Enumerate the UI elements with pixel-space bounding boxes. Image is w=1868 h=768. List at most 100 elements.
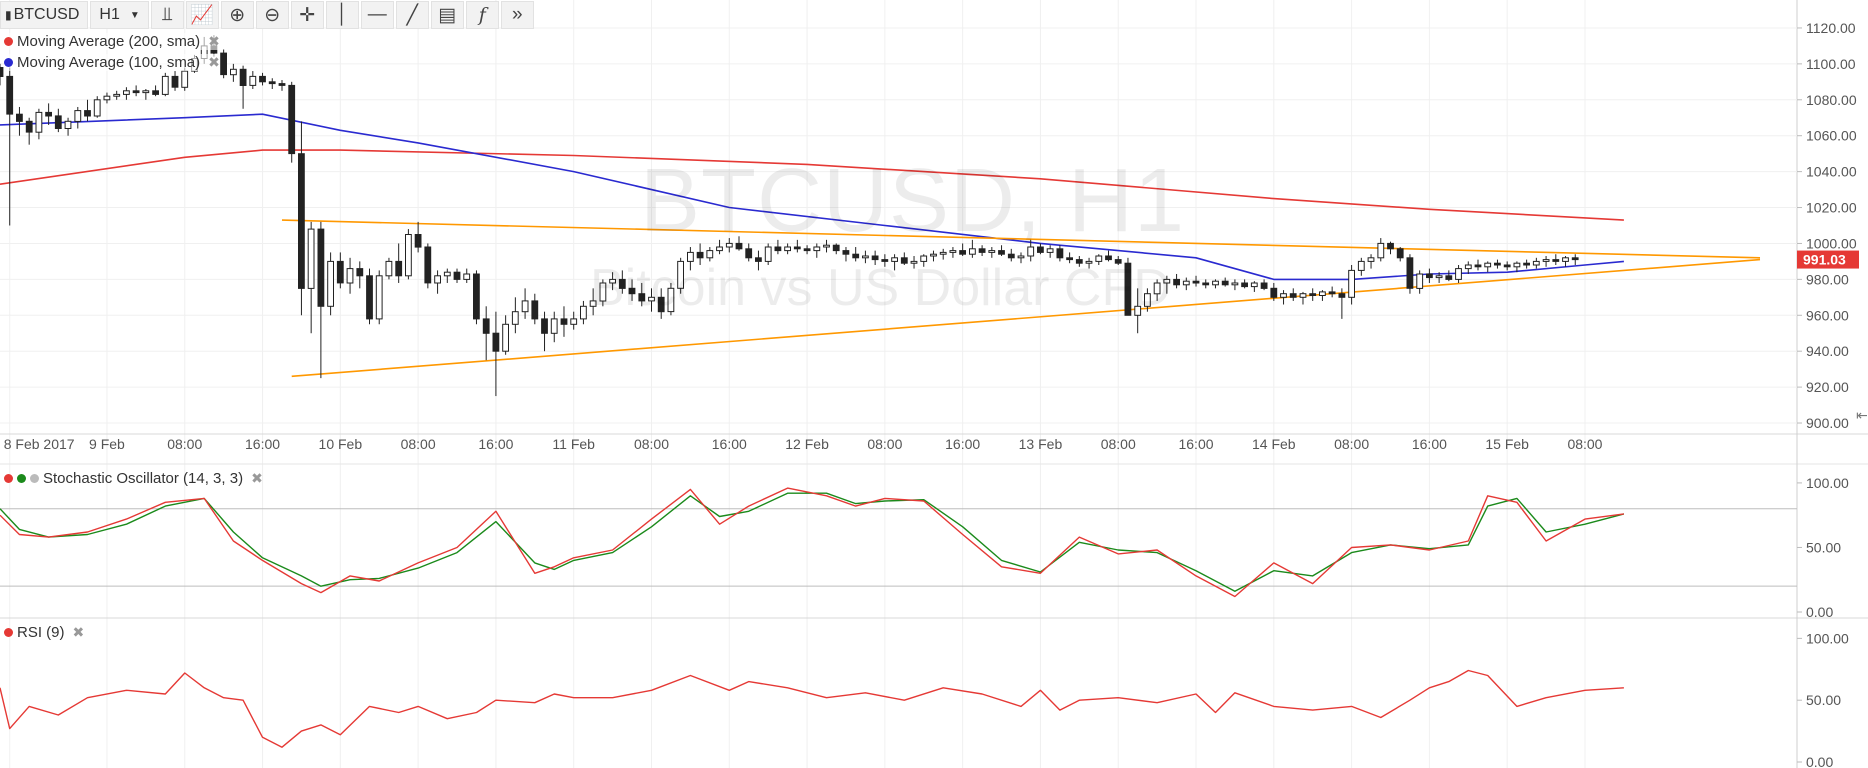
horizontal-line-icon[interactable]: — [360, 1, 394, 29]
candle-body [1280, 293, 1287, 298]
x-tick-label: 08:00 [867, 436, 902, 452]
candle-body [1416, 273, 1424, 289]
zoom-out-icon[interactable]: ⊖ [255, 1, 289, 29]
interval-selector[interactable]: H1 ▼ [90, 1, 149, 29]
more-icon[interactable]: » [500, 1, 534, 29]
candle-body [628, 287, 636, 295]
x-tick-label: 08:00 [634, 436, 669, 452]
candle-body [1562, 257, 1569, 262]
candle-body [793, 246, 801, 250]
candle-body [735, 242, 743, 250]
candle-body [1406, 257, 1414, 289]
candle-body [1095, 255, 1103, 262]
x-tick-label: 12 Feb [785, 436, 829, 452]
candle-body [1348, 269, 1355, 298]
candle-body [725, 242, 733, 248]
indicators-icon[interactable]: 📈 [185, 1, 219, 29]
candle-body [1464, 264, 1472, 270]
candle-body [1455, 268, 1462, 280]
candle-body [1163, 278, 1171, 284]
x-tick-label: 08:00 [1101, 436, 1136, 452]
fibonacci-icon[interactable]: ▤ [430, 1, 464, 29]
close-icon[interactable]: ✖ [251, 470, 263, 486]
trend-line-icon[interactable]: ╱ [395, 1, 429, 29]
crosshair-icon[interactable]: ✛ [290, 1, 324, 29]
candle-body [745, 248, 753, 259]
function-icon[interactable]: f [465, 1, 499, 29]
candle-body [959, 250, 967, 255]
symbol-selector[interactable]: ▮ BTCUSD [0, 1, 89, 29]
price-badge-label: 991.03 [1803, 252, 1846, 268]
candle-body [1007, 253, 1015, 259]
candle-body [1552, 259, 1560, 262]
stoch-pane-title[interactable]: Stochastic Oscillator (14, 3, 3) ✖ [4, 470, 263, 487]
candle-body [1484, 262, 1492, 268]
x-tick-label: 08:00 [401, 436, 436, 452]
stoch-k-line [0, 487, 1624, 598]
rsi-tick-label: 50.00 [1806, 692, 1841, 708]
triangle-trendline [281, 219, 1761, 259]
candle-body [414, 234, 422, 248]
candle-body [1542, 259, 1550, 262]
candle-body [1523, 262, 1530, 266]
candle-body [1046, 248, 1054, 253]
candle-body [0, 67, 4, 77]
y-tick-label: 1020.00 [1806, 200, 1857, 216]
candle-body [1299, 293, 1307, 298]
stoch-tick-label: 0.00 [1806, 604, 1833, 620]
x-tick-label: 16:00 [478, 436, 513, 452]
candle-body [64, 120, 72, 130]
candle-body [803, 248, 811, 252]
close-icon[interactable]: ✖ [72, 624, 85, 640]
candle-body [1494, 262, 1501, 266]
candle-body [1134, 305, 1142, 316]
candle-body [152, 90, 159, 95]
chart-toolbar: ▮ BTCUSD H1 ▼ ⫫ 📈 ⊕ ⊖ ✛ │ — ╱ ▤ f » [0, 0, 534, 30]
candle-body [45, 111, 53, 117]
candle-body [609, 278, 617, 284]
x-tick-label: 08:00 [1567, 436, 1602, 452]
zoom-in-icon[interactable]: ⊕ [220, 1, 254, 29]
stoch-tick-label: 100.00 [1806, 475, 1849, 491]
candle-body [142, 90, 150, 94]
candle-body [424, 246, 432, 284]
close-icon[interactable]: ✖ [208, 54, 220, 70]
x-tick-label: 08:00 [167, 436, 202, 452]
candle-body [327, 260, 335, 307]
candle-body [93, 99, 101, 117]
legend-ma100[interactable]: Moving Average (100, sma) ✖ [4, 54, 220, 71]
candle-body [434, 275, 442, 284]
price-badge-bg [1797, 250, 1859, 269]
candle-body [755, 257, 762, 262]
x-tick-label: 16:00 [245, 436, 280, 452]
candle-body [1027, 246, 1035, 257]
bar-type-icon[interactable]: ⫫ [150, 1, 184, 29]
y-tick-label: 1120.00 [1806, 20, 1856, 36]
grey-dot-icon [30, 474, 39, 483]
candle-body [1105, 255, 1112, 261]
candle-body [891, 257, 899, 262]
rsi-pane-title[interactable]: RSI (9) ✖ [4, 624, 84, 641]
y-tick-label: 900.00 [1806, 415, 1849, 431]
candle-body [356, 268, 364, 277]
candle-body [230, 68, 237, 76]
candle-body [161, 75, 169, 95]
y-tick-label: 1040.00 [1806, 164, 1857, 180]
candle-body [84, 110, 91, 117]
candle-body [336, 260, 344, 284]
candle-body [657, 296, 665, 313]
candle-body [1114, 259, 1122, 264]
candle-body [823, 244, 830, 248]
candle-body [871, 255, 879, 261]
y-tick-label: 1060.00 [1806, 128, 1857, 144]
candle-body [920, 255, 928, 262]
ma100-label: Moving Average (100, sma) [17, 54, 201, 71]
legend-ma200[interactable]: Moving Average (200, sma) ✖ [4, 33, 220, 50]
vertical-line-icon[interactable]: │ [325, 1, 359, 29]
candle-body [1396, 248, 1404, 259]
x-tick-label: 08:00 [1334, 436, 1369, 452]
candle-body [667, 287, 675, 313]
close-icon[interactable]: ✖ [208, 33, 220, 49]
candle-body [706, 250, 714, 259]
